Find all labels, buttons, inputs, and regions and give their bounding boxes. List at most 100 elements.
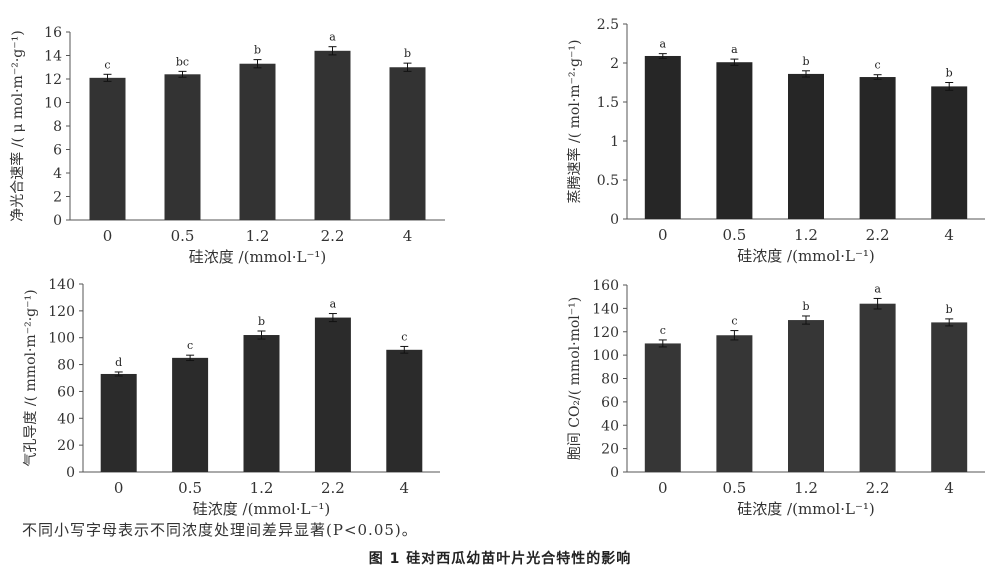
y-tick-label: 140 — [48, 277, 75, 293]
y-tick-label: 2 — [53, 190, 62, 206]
bar — [788, 320, 824, 472]
x-tick-label: 0.5 — [722, 226, 746, 244]
bar — [172, 357, 209, 472]
bar — [716, 335, 753, 472]
x-tick-label: 0 — [658, 226, 668, 244]
significance-letter: a — [660, 38, 667, 51]
bar — [859, 77, 896, 219]
x-tick-label: 4 — [403, 227, 413, 245]
significance-letter: c — [187, 339, 193, 352]
x-tick-label: 1.2 — [794, 226, 818, 244]
y-tick-label: 8 — [53, 119, 62, 135]
bar — [239, 63, 276, 220]
y-tick-label: 6 — [53, 143, 62, 159]
y-tick-label: 0 — [610, 465, 619, 481]
figure-caption: 图 1 硅对西瓜幼苗叶片光合特性的影响 — [368, 551, 632, 567]
bar — [314, 50, 351, 220]
significance-letter: b — [258, 315, 265, 328]
y-tick-label: 40 — [57, 411, 75, 427]
significance-letter: b — [946, 303, 953, 316]
y-axis-title: 净光合速率 /( μ mol·m⁻²·g⁻¹) — [9, 30, 26, 221]
x-tick-label: 4 — [944, 226, 954, 244]
x-tick-label: 0.5 — [171, 227, 195, 245]
significance-letter: c — [401, 330, 407, 343]
y-axis-title: 蒸腾速率 /( mol·m⁻²·g⁻¹) — [566, 40, 583, 204]
y-axis-title: 胞间 CO₂/( mmol·mol⁻¹) — [567, 297, 583, 460]
significance-letter: bc — [176, 55, 189, 68]
x-tick-label: 0 — [658, 479, 668, 497]
significance-letter: c — [104, 58, 110, 71]
bar — [716, 62, 753, 219]
significance-letter: b — [254, 44, 261, 57]
y-tick-label: 12 — [44, 72, 62, 88]
x-tick-label: 4 — [400, 479, 410, 497]
y-tick-label: 120 — [48, 304, 75, 320]
significance-letter: d — [115, 356, 122, 369]
bar — [89, 77, 126, 220]
significance-letter: b — [802, 300, 809, 313]
y-tick-label: 160 — [592, 278, 619, 294]
x-tick-label: 4 — [944, 479, 954, 497]
x-tick-label: 2.2 — [866, 226, 890, 244]
y-tick-label: 20 — [57, 438, 75, 454]
bar — [931, 322, 968, 472]
y-axis-title: 气孔导度 /( mmol·m⁻²·g⁻¹) — [23, 289, 39, 466]
y-tick-label: 14 — [44, 49, 62, 65]
significance-letter: a — [329, 31, 336, 44]
y-tick-label: 100 — [592, 348, 619, 364]
x-tick-label: 2.2 — [321, 227, 345, 245]
y-tick-label: 60 — [601, 395, 619, 411]
bar — [243, 335, 280, 472]
y-tick-label: 80 — [57, 358, 75, 374]
bar — [859, 303, 896, 472]
y-tick-label: 1.5 — [597, 95, 619, 111]
y-tick-label: 16 — [44, 25, 62, 41]
bar — [386, 349, 423, 472]
x-tick-label: 1.2 — [250, 479, 274, 497]
y-tick-label: 0 — [610, 212, 619, 228]
significance-letter: b — [404, 47, 411, 60]
bar — [644, 343, 681, 472]
bar — [644, 55, 681, 220]
bar — [314, 317, 351, 472]
chart-panel-2: 0 0.5 1 1.5 2 2.5 a 0 a 0.5 b 1.2 c 2.2 b 4 硅浓度 /(mmol·L… — [566, 17, 985, 265]
bar — [931, 86, 968, 220]
y-tick-label: 140 — [592, 301, 619, 317]
y-tick-label: 20 — [601, 442, 619, 458]
significance-letter: a — [874, 282, 881, 295]
bar — [100, 373, 137, 472]
x-tick-label: 0 — [114, 479, 124, 497]
x-tick-label: 2.2 — [321, 479, 345, 497]
x-axis-title: 硅浓度 /(mmol·L⁻¹) — [737, 247, 874, 265]
y-tick-label: 2 — [610, 56, 619, 72]
x-tick-label: 2.2 — [866, 479, 890, 497]
x-tick-label: 0.5 — [722, 479, 746, 497]
x-tick-label: 0.5 — [178, 479, 202, 497]
chart-panel-4: 0 20 40 60 80 100 120 140 160 c 0 c 0.5 b 1.2 a 2.2 b 4 硅浓度… — [567, 278, 985, 518]
x-tick-label: 1.2 — [246, 227, 270, 245]
significance-letter: c — [731, 315, 737, 328]
significance-note: 不同小写字母表示不同浓度处理间差异显著(P<0.05)。 — [22, 521, 418, 539]
y-tick-label: 40 — [601, 418, 619, 434]
significance-letter: c — [660, 324, 666, 337]
y-tick-label: 2.5 — [597, 17, 619, 33]
significance-letter: a — [330, 298, 337, 311]
y-tick-label: 100 — [48, 331, 75, 347]
x-axis-title: 硅浓度 /(mmol·L⁻¹) — [737, 500, 874, 518]
x-tick-label: 0 — [103, 227, 113, 245]
y-tick-label: 0 — [66, 465, 75, 481]
chart-panel-3: 0 20 40 60 80 100 120 140 d 0 c 0.5 b 1.2 a 2.2 c 4 硅浓度 /(… — [23, 277, 440, 518]
y-tick-label: 4 — [53, 166, 62, 182]
significance-letter: b — [946, 67, 953, 80]
y-tick-label: 1 — [610, 134, 619, 150]
significance-letter: a — [731, 43, 738, 56]
y-tick-label: 0 — [53, 213, 62, 229]
y-tick-label: 60 — [57, 384, 75, 400]
y-tick-label: 0.5 — [597, 173, 619, 189]
bar — [788, 73, 824, 219]
y-tick-label: 80 — [601, 372, 619, 388]
y-tick-label: 120 — [592, 325, 619, 341]
x-axis-title: 硅浓度 /(mmol·L⁻¹) — [189, 248, 326, 266]
bar — [164, 74, 201, 220]
